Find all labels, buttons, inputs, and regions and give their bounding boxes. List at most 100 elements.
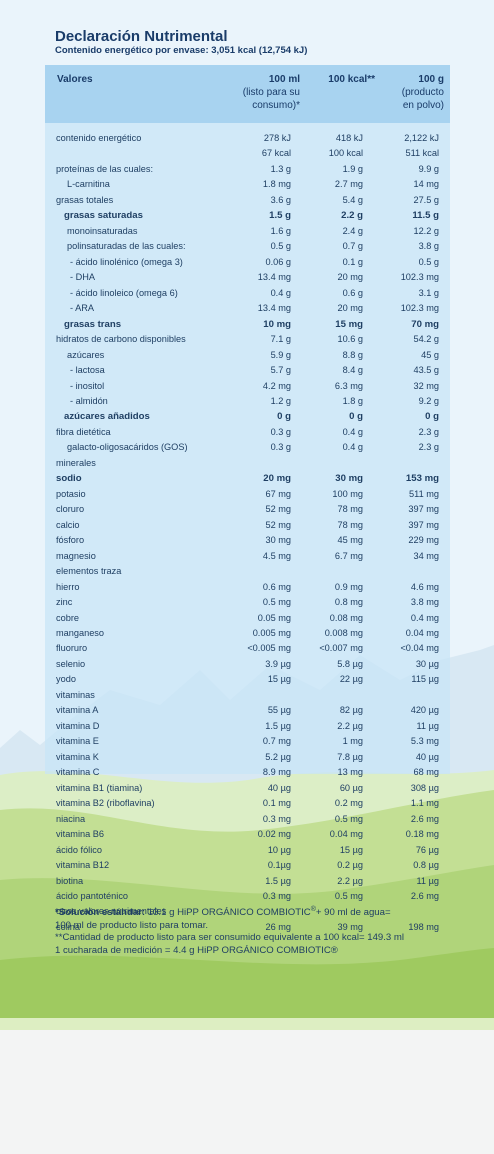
- table-row: grasas saturadas 1.5 g 2.2 g 11.5 g: [45, 208, 450, 223]
- value-100g: 11 µg: [416, 875, 440, 886]
- row-label: magnesio: [56, 550, 96, 561]
- value-100g: 4.6 mg: [410, 581, 439, 592]
- table-row: biotina 1.5 µg 2.2 µg 11 µg: [45, 874, 450, 889]
- value-100g: <0.04 mg: [400, 643, 439, 654]
- row-label: - ARA: [70, 303, 94, 314]
- value-100ml: 0.4 g: [270, 287, 291, 298]
- value-100g: 397 mg: [408, 504, 439, 515]
- row-label: galacto-oligosacáridos (GOS): [67, 442, 188, 453]
- value-100ml: 40 µg: [267, 782, 291, 793]
- table-row: contenido energético 278 kJ 418 kJ 2,122 kJ: [45, 131, 450, 146]
- value-100kcal: 60 µg: [339, 782, 363, 793]
- row-label: contenido energético: [56, 133, 142, 143]
- table-row: hidratos de carbono disponibles 7.1 g 10.6…: [45, 332, 450, 347]
- value-100kcal: 0.7 g: [342, 241, 363, 252]
- value-100g: 40 µg: [415, 751, 439, 762]
- value-100kcal: 0 g: [349, 411, 363, 423]
- value-100g: 9.9 g: [418, 163, 439, 174]
- value-100ml: <0.005 mg: [247, 643, 291, 654]
- value-100kcal: 78 mg: [337, 504, 363, 515]
- value-100kcal: 6.7 mg: [334, 550, 363, 561]
- value-100g: 45 g: [421, 349, 439, 360]
- value-100kcal: 1.9 g: [342, 163, 363, 174]
- value-100g: 420 µg: [410, 705, 439, 716]
- row-label: yodo: [56, 674, 76, 685]
- value-100ml: 4.5 mg: [262, 550, 291, 561]
- row-label: niacina: [56, 813, 86, 824]
- value-100g: 76 µg: [415, 844, 439, 855]
- table-body: contenido energético 278 kJ 418 kJ 2,122 kJ…: [45, 131, 450, 935]
- value-100ml: 67 kcal: [261, 148, 291, 159]
- value-100g: 229 mg: [408, 535, 439, 546]
- row-label: - lactosa: [70, 365, 105, 376]
- value-100ml: 55 µg: [267, 705, 291, 716]
- row-label: fluoruro: [56, 643, 88, 654]
- table-row: galacto-oligosacáridos (GOS) 0.3 g 0.4 g 2.…: [45, 440, 450, 455]
- value-100g: 102.3 mg: [400, 272, 439, 283]
- value-100kcal: 20 mg: [337, 272, 363, 283]
- table-row: zinc 0.5 mg 0.8 mg 3.8 mg: [45, 595, 450, 610]
- row-label: selenio: [56, 658, 86, 669]
- value-100ml: 0.6 mg: [262, 581, 291, 592]
- value-100kcal: <0.007 mg: [319, 643, 363, 654]
- table-row: minerales: [45, 456, 450, 471]
- value-100kcal: 7.8 µg: [337, 751, 363, 762]
- table-row: 67 kcal 100 kcal 511 kcal: [45, 146, 450, 161]
- value-100kcal: 10.6 g: [337, 334, 363, 345]
- value-100g: 153 mg: [405, 473, 439, 485]
- table-row: monoinsaturadas 1.6 g 2.4 g 12.2 g: [45, 224, 450, 239]
- value-100kcal: 15 µg: [339, 844, 363, 855]
- value-100kcal: 8.8 g: [342, 349, 363, 360]
- table-row: otros valores nutrimentales: [45, 904, 450, 919]
- row-label: monoinsaturadas: [67, 225, 138, 236]
- table-row: - almidón 1.2 g 1.8 g 9.2 g: [45, 394, 450, 409]
- value-100g: 54.2 g: [413, 334, 439, 345]
- value-100ml: 1.5 µg: [265, 875, 291, 886]
- value-100kcal: 100 kcal: [328, 148, 363, 159]
- table-row: elementos traza: [45, 564, 450, 579]
- header-100g: 100 g (producto en polvo): [401, 74, 444, 111]
- value-100g: 11.5 g: [412, 210, 439, 222]
- row-label: vitamina B1 (tiamina): [56, 782, 143, 793]
- value-100g: 27.5 g: [413, 194, 439, 205]
- value-100g: 0.4 mg: [410, 612, 439, 623]
- row-label: grasas totales: [56, 194, 114, 205]
- value-100ml: 0.1µg: [267, 860, 291, 871]
- header-100kcal: 100 kcal**: [328, 74, 375, 85]
- value-100ml: 20 mg: [263, 473, 291, 485]
- row-label: vitamina K: [56, 751, 99, 762]
- value-100ml: 0.05 mg: [257, 612, 291, 623]
- value-100ml: 1.2 g: [270, 395, 291, 406]
- row-label: fibra dietética: [56, 426, 111, 437]
- value-100ml: 1.8 mg: [262, 179, 291, 190]
- value-100kcal: 0.8 mg: [334, 597, 363, 608]
- value-100ml: 0.3 mg: [262, 890, 291, 901]
- row-label: zinc: [56, 597, 73, 608]
- value-100g: 5.3 mg: [410, 736, 439, 747]
- table-row: grasas totales 3.6 g 5.4 g 27.5 g: [45, 193, 450, 208]
- value-100kcal: 0.6 g: [342, 287, 363, 298]
- value-100ml: 30 mg: [265, 535, 291, 546]
- value-100g: 0.8 µg: [413, 860, 439, 871]
- value-100kcal: 5.8 µg: [337, 658, 363, 669]
- table-row: - inositol 4.2 mg 6.3 mg 32 mg: [45, 379, 450, 394]
- value-100kcal: 0.9 mg: [334, 581, 363, 592]
- value-100kcal: 0.5 mg: [334, 890, 363, 901]
- value-100g: 115 µg: [411, 674, 439, 685]
- row-label: - ácido linolénico (omega 3): [70, 256, 183, 267]
- table-row: fluoruro <0.005 mg <0.007 mg <0.04 mg: [45, 641, 450, 656]
- row-label: cobre: [56, 612, 79, 623]
- value-100g: 2.3 g: [418, 426, 439, 437]
- value-100g: 0.18 mg: [405, 829, 439, 840]
- table-row: colina 26 mg 39 mg 198 mg: [45, 920, 450, 935]
- row-label: fósforo: [56, 535, 85, 546]
- value-100g: 32 mg: [413, 380, 439, 391]
- page-title: Declaración Nutrimental: [55, 28, 228, 45]
- table-row: hierro 0.6 mg 0.9 mg 4.6 mg: [45, 580, 450, 595]
- value-100ml: 67 mg: [265, 488, 291, 499]
- value-100kcal: 2.2 µg: [337, 875, 363, 886]
- row-label: ácido pantoténico: [56, 890, 129, 901]
- footnote-standard-solution-line2: 100 ml de producto listo para tomar.: [55, 919, 209, 931]
- value-100g: 397 mg: [408, 519, 439, 530]
- value-100ml: 13.4 mg: [257, 303, 291, 314]
